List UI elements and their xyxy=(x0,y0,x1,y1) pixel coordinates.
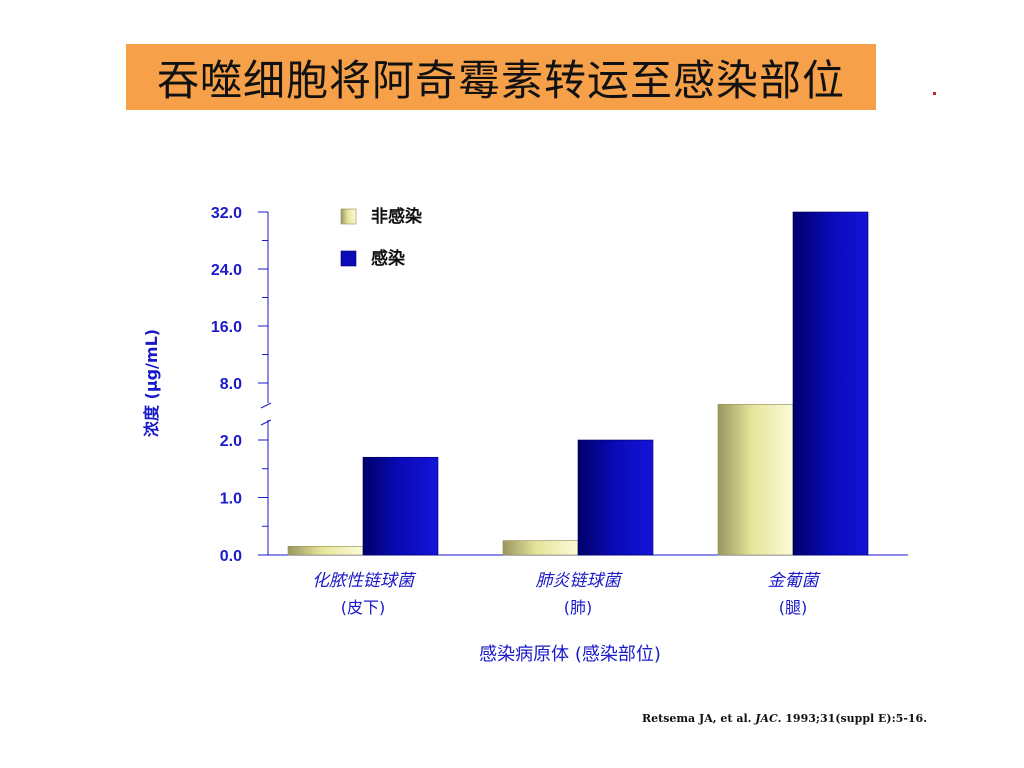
bar-non-infected xyxy=(287,546,364,556)
category-site-label: (肺) xyxy=(564,598,593,617)
citation-details: 1993;31(suppl E):5-16. xyxy=(781,712,928,725)
y-tick-label: 2.0 xyxy=(220,433,242,450)
y-tick-label: 32.0 xyxy=(211,205,242,222)
slide-title-box: 吞噬细胞将阿奇霉素转运至感染部位 xyxy=(126,44,876,110)
bar-infected xyxy=(577,439,654,556)
y-tick-label: 16.0 xyxy=(211,319,242,336)
y-tick-label: 8.0 xyxy=(220,376,242,393)
bar-chart: 0.0 1.0 2.0 8.0 16.0 24.0 32.0 浓度 (µg/mL) 化脓性链球菌… xyxy=(142,205,908,665)
decorative-mark xyxy=(933,92,936,95)
citation: Retsema JA, et al. JAC. 1993;31(suppl E)… xyxy=(642,712,927,725)
legend-label: 非感染 xyxy=(371,206,422,227)
category-label: 金葡菌 xyxy=(768,571,822,591)
y-tick-label: 1.0 xyxy=(220,491,242,508)
bar-non-infected xyxy=(502,540,579,556)
legend-label: 感染 xyxy=(371,248,405,269)
bar-non-infected xyxy=(717,404,794,556)
y-tick-label: 24.0 xyxy=(211,262,242,279)
legend-swatch-infected xyxy=(340,250,357,267)
category-site-label: (腿) xyxy=(779,598,808,617)
slide-title: 吞噬细胞将阿奇霉素转运至感染部位 xyxy=(156,55,845,105)
category-label: 化脓性链球菌 xyxy=(312,571,417,591)
x-axis-label: 感染病原体 (感染部位) xyxy=(479,644,661,665)
y-tick-label: 0.0 xyxy=(220,548,242,565)
axis-break-mark xyxy=(260,402,272,409)
legend-swatch-non-infected xyxy=(340,208,357,225)
category-label: 肺炎链球菌 xyxy=(536,571,624,591)
y-axis-label: 浓度 (µg/mL) xyxy=(142,329,161,437)
citation-authors: Retsema JA, et al. xyxy=(642,712,756,725)
bar-infected xyxy=(792,211,869,556)
category-site-label: (皮下) xyxy=(341,598,386,617)
citation-journal: JAC. xyxy=(755,712,782,725)
bar-infected xyxy=(362,456,439,556)
axis-break-mark xyxy=(260,419,272,426)
